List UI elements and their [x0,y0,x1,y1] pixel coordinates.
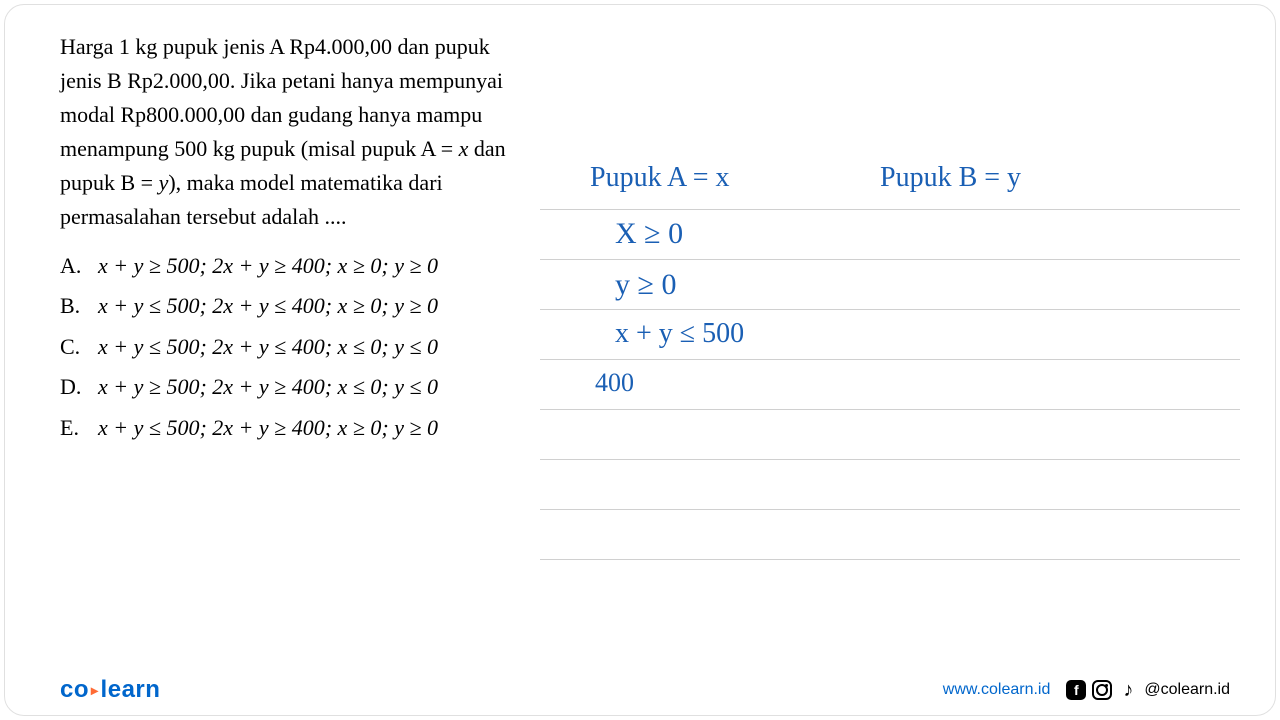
social-handle: @colearn.id [1144,681,1230,699]
options-list: A. x + y ≥ 500; 2x + y ≥ 400; x ≥ 0; y ≥… [60,247,520,448]
option-a: A. x + y ≥ 500; 2x + y ≥ 400; x ≥ 0; y ≥… [60,247,520,286]
footer-right: www.colearn.id f ♪ @colearn.id [943,680,1230,700]
handwriting-line: Pupuk B = y [880,162,1021,194]
social-links: f ♪ @colearn.id [1066,680,1230,700]
handwriting-line: 400 [595,368,634,398]
logo-dot-icon: ▸ [91,682,99,698]
ruled-line [540,360,1240,410]
option-math: x + y ≥ 500; 2x + y ≥ 400; x ≥ 0; y ≥ 0 [98,247,438,286]
question-text: Harga 1 kg pupuk jenis A Rp4.000,00 dan … [60,30,520,235]
option-d: D. x + y ≥ 500; 2x + y ≥ 400; x ≤ 0; y ≤… [60,368,520,407]
option-math: x + y ≤ 500; 2x + y ≤ 400; x ≤ 0; y ≤ 0 [98,328,438,367]
main-container: Harga 1 kg pupuk jenis A Rp4.000,00 dan … [0,0,1280,670]
option-c: C. x + y ≤ 500; 2x + y ≤ 400; x ≤ 0; y ≤… [60,328,520,367]
option-math: x + y ≥ 500; 2x + y ≥ 400; x ≤ 0; y ≤ 0 [98,368,438,407]
ruled-line [540,410,1240,460]
logo-text-learn: learn [101,676,161,703]
option-letter: B. [60,287,98,326]
handwriting-line: y ≥ 0 [615,268,676,302]
option-letter: E. [60,409,98,448]
option-b: B. x + y ≤ 500; 2x + y ≤ 400; x ≥ 0; y ≥… [60,287,520,326]
tiktok-icon: ♪ [1118,680,1138,700]
option-letter: C. [60,328,98,367]
option-math: x + y ≤ 500; 2x + y ≥ 400; x ≥ 0; y ≥ 0 [98,409,438,448]
option-math: x + y ≤ 500; 2x + y ≤ 400; x ≥ 0; y ≥ 0 [98,287,438,326]
logo-text-co: co [60,676,89,703]
option-letter: A. [60,247,98,286]
option-e: E. x + y ≤ 500; 2x + y ≥ 400; x ≥ 0; y ≥… [60,409,520,448]
brand-logo: co▸learn [60,676,160,704]
facebook-icon: f [1066,680,1086,700]
handwriting-line: x + y ≤ 500 [615,318,744,350]
handwriting-line: Pupuk A = x [590,162,730,194]
website-url: www.colearn.id [943,681,1051,699]
question-panel: Harga 1 kg pupuk jenis A Rp4.000,00 dan … [60,30,540,660]
option-letter: D. [60,368,98,407]
work-panel: Pupuk A = x Pupuk B = y X ≥ 0 y ≥ 0 x + … [540,30,1240,660]
ruled-line [540,510,1240,560]
handwriting-line: X ≥ 0 [615,217,683,251]
ruled-line [540,460,1240,510]
instagram-icon [1092,680,1112,700]
footer: co▸learn www.colearn.id f ♪ @colearn.id [0,670,1280,710]
